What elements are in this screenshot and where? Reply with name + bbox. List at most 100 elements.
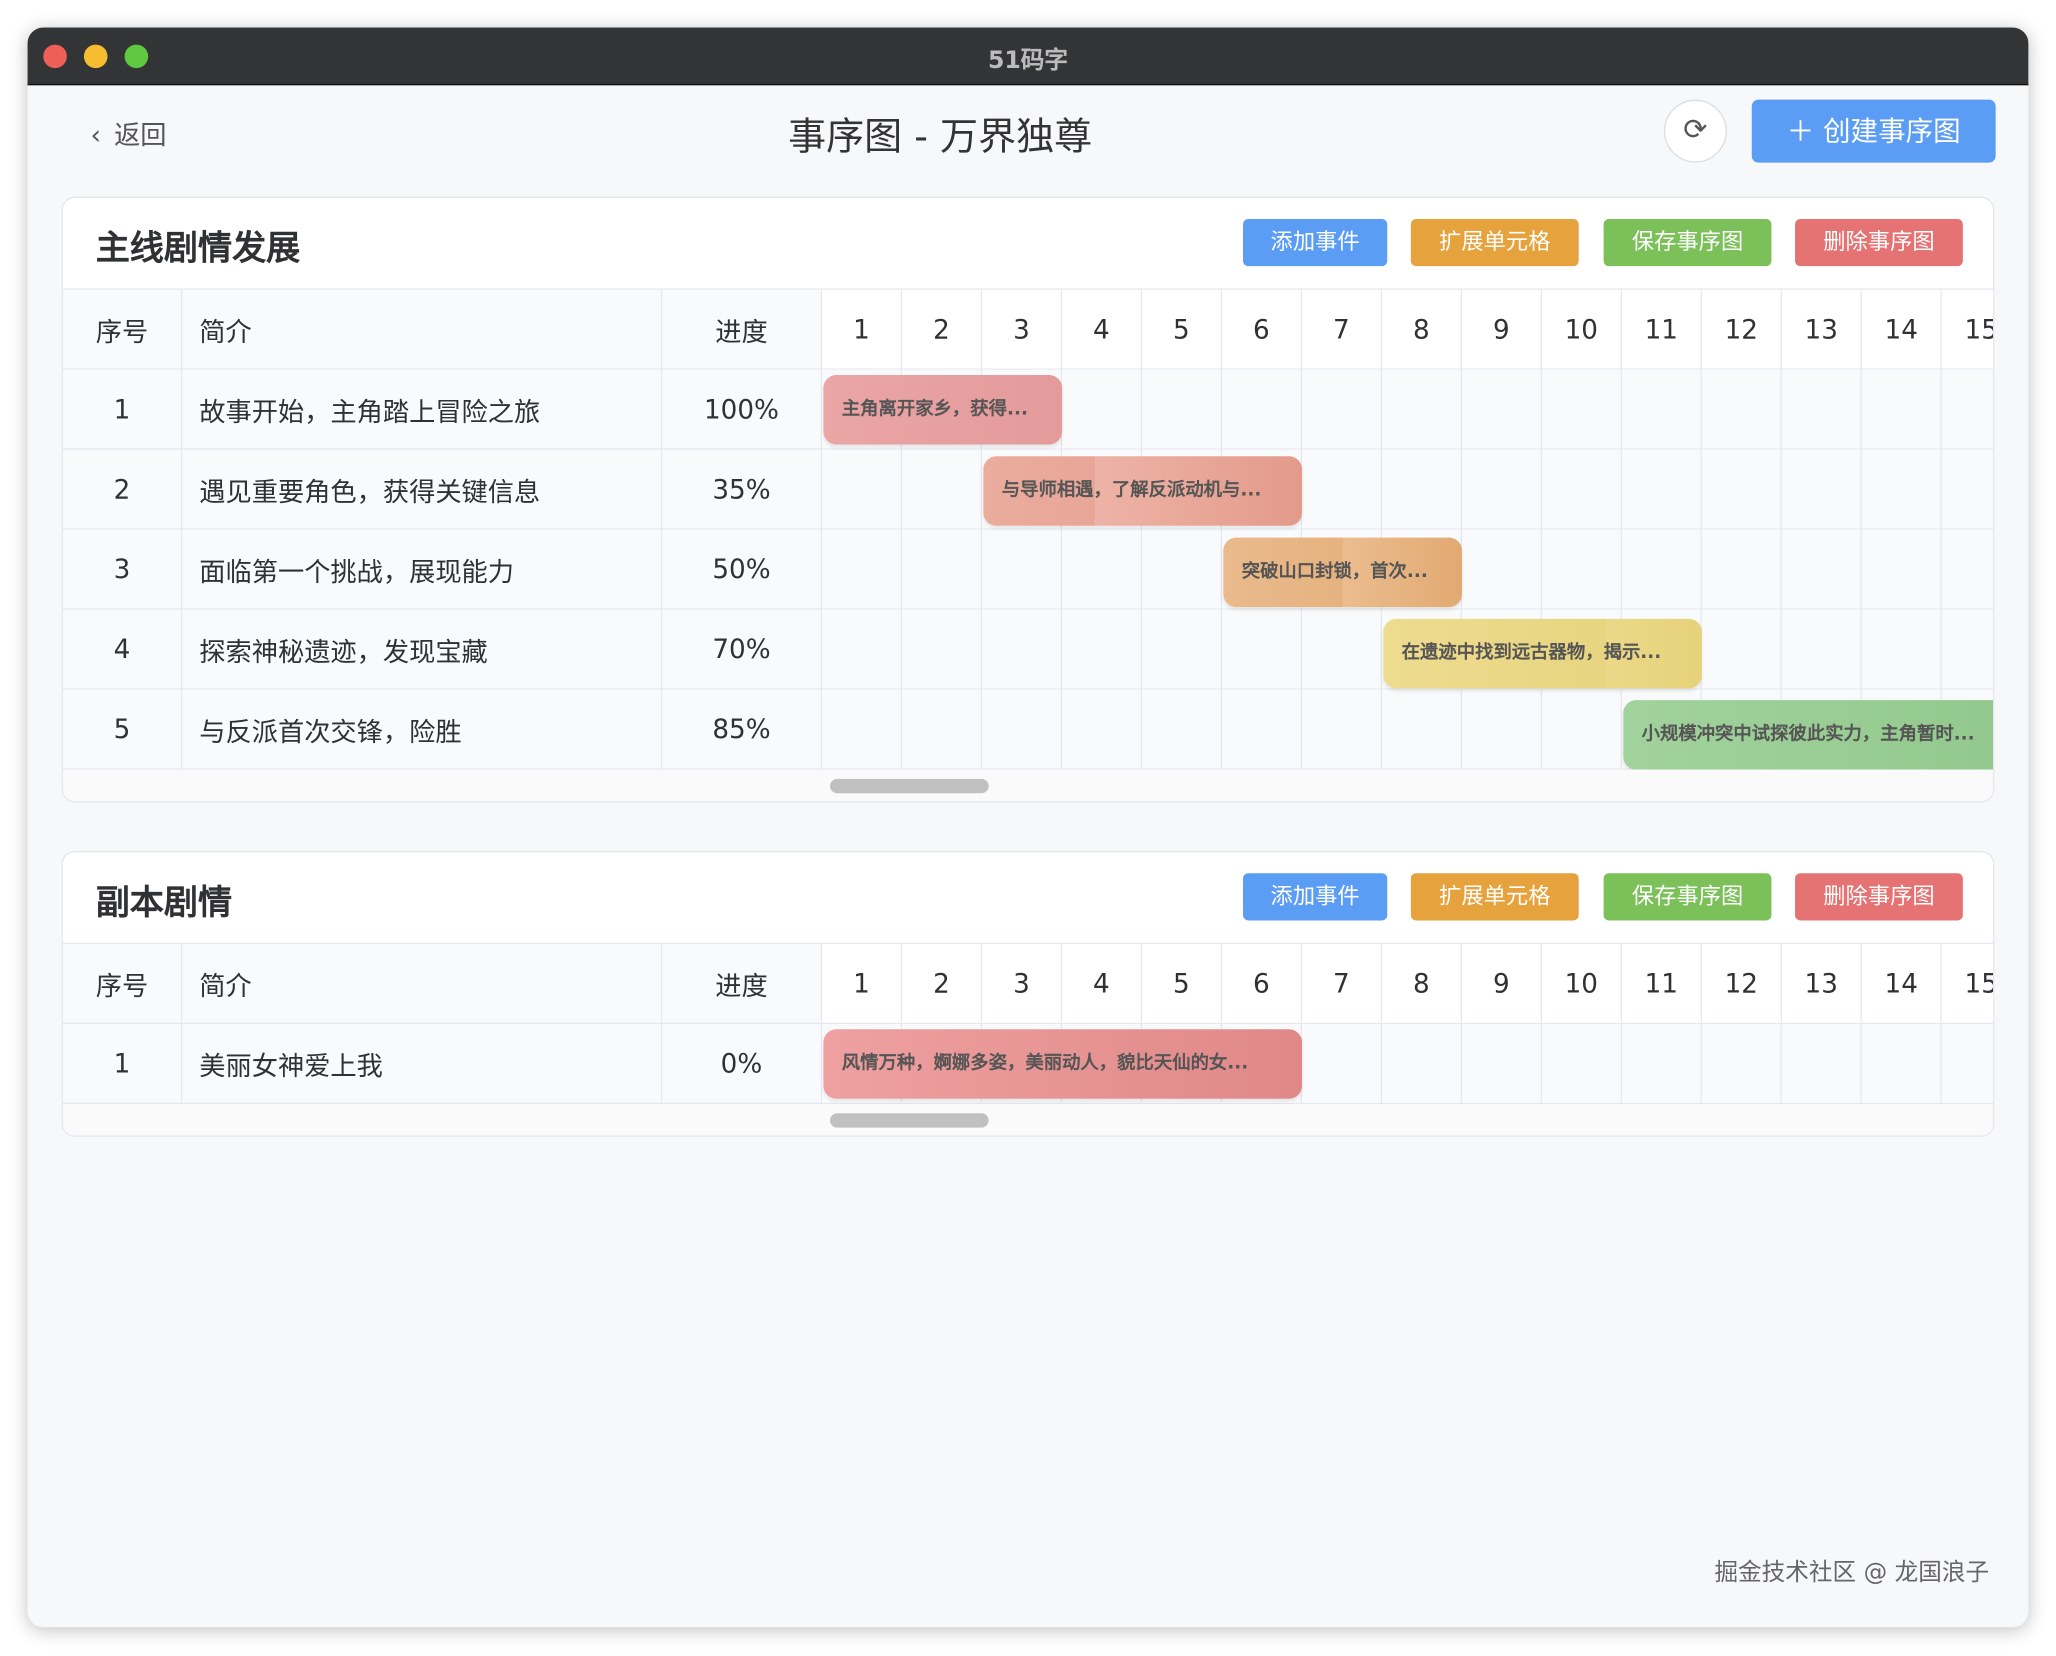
timeline-cell[interactable] <box>1142 369 1223 449</box>
timeline-cell[interactable] <box>822 529 903 609</box>
timeline-cell[interactable] <box>1461 369 1542 449</box>
timeline-cell[interactable] <box>822 609 903 689</box>
timeline-cell[interactable] <box>982 609 1063 689</box>
timeline-cell[interactable] <box>1302 1024 1383 1103</box>
timeline-cell[interactable] <box>1541 369 1622 449</box>
timeline-cell[interactable] <box>1382 1024 1462 1103</box>
timeline-header-cell: 15 <box>1941 944 1994 1023</box>
timeline-cell[interactable] <box>1062 369 1143 449</box>
delete-sequence-button[interactable]: 删除事序图 <box>1795 218 1963 267</box>
timeline-cell[interactable] <box>902 609 983 689</box>
timeline-cell[interactable] <box>1062 529 1143 609</box>
expand-cells-button[interactable]: 扩展单元格 <box>1410 218 1579 267</box>
timeline-cell[interactable] <box>1461 449 1542 529</box>
timeline-cell[interactable] <box>1621 449 1702 529</box>
timeline-cell[interactable] <box>1861 369 1942 449</box>
timeline-cell[interactable] <box>982 689 1063 769</box>
timeline-cell[interactable] <box>1621 369 1702 449</box>
timeline-cell[interactable] <box>1941 1024 1994 1103</box>
back-button[interactable]: ‹ 返回 <box>90 114 179 152</box>
timeline-cell[interactable] <box>1701 449 1782 529</box>
timeline-cell[interactable] <box>822 449 903 529</box>
timeline-cell[interactable] <box>1701 369 1782 449</box>
timeline-cell[interactable] <box>1142 529 1223 609</box>
timeline-cell[interactable] <box>1941 609 1994 689</box>
timeline-cell[interactable] <box>1302 449 1383 529</box>
event-progress-fill <box>983 456 1095 526</box>
timeline-cell[interactable] <box>1861 1024 1942 1103</box>
timeline-cell[interactable] <box>1382 689 1462 769</box>
timeline-cell[interactable] <box>1142 689 1223 769</box>
save-sequence-button[interactable]: 保存事序图 <box>1603 218 1772 267</box>
timeline-cell[interactable] <box>1461 1024 1542 1103</box>
timeline-cell[interactable] <box>1541 529 1622 609</box>
row-description[interactable]: 故事开始，主角踏上冒险之旅 <box>182 369 663 449</box>
add-event-button[interactable]: 添加事件 <box>1243 218 1388 267</box>
timeline-cell[interactable] <box>902 529 983 609</box>
timeline-cell[interactable] <box>1701 529 1782 609</box>
event-bar[interactable]: 在遗迹中找到远古器物，揭示... <box>1383 618 1702 689</box>
timeline-cell[interactable] <box>1941 529 1994 609</box>
timeline-cell[interactable] <box>822 689 903 769</box>
timeline-cell[interactable] <box>1781 369 1862 449</box>
timeline-cell[interactable] <box>1621 1024 1702 1103</box>
timeline-cell[interactable] <box>1062 609 1143 689</box>
scrollbar-thumb[interactable] <box>829 1113 989 1128</box>
timeline-cell[interactable] <box>1222 609 1303 689</box>
timeline-cell[interactable] <box>1222 369 1303 449</box>
timeline-cell[interactable] <box>1781 529 1862 609</box>
timeline-cell[interactable] <box>1302 689 1383 769</box>
timeline-cell[interactable] <box>1621 529 1702 609</box>
event-bar[interactable]: 小规模冲突中试探彼此实力，主角暂时... <box>1623 700 1994 770</box>
minimize-window-button[interactable] <box>83 44 108 69</box>
timeline-cell[interactable] <box>1302 609 1383 689</box>
event-bar[interactable]: 风情万种，婀娜多姿，美丽动人，貌比天仙的女... <box>823 1029 1303 1099</box>
maximize-window-button[interactable] <box>124 44 149 69</box>
timeline-cell[interactable] <box>1541 689 1622 769</box>
scrollbar-thumb[interactable] <box>829 778 989 794</box>
timeline-cell[interactable] <box>1861 449 1942 529</box>
timeline-cell[interactable] <box>1941 449 1994 529</box>
timeline-cell[interactable] <box>1701 609 1782 689</box>
timeline-header-cell: 3 <box>982 944 1063 1023</box>
row-description[interactable]: 探索神秘遗迹，发现宝藏 <box>182 609 663 689</box>
row-description[interactable]: 美丽女神爱上我 <box>182 1024 663 1103</box>
timeline-cell[interactable] <box>1382 449 1462 529</box>
row-description[interactable]: 面临第一个挑战，展现能力 <box>182 529 663 609</box>
row-description[interactable]: 遇见重要角色，获得关键信息 <box>182 449 663 529</box>
chevron-left-icon: ‹ <box>90 119 101 151</box>
column-header-idx: 序号 <box>63 289 183 369</box>
timeline-cell[interactable] <box>1781 449 1862 529</box>
timeline-cell[interactable] <box>1302 369 1383 449</box>
timeline-cell[interactable] <box>1781 609 1862 689</box>
horizontal-scrollbar[interactable] <box>62 769 1994 802</box>
row-description[interactable]: 与反派首次交锋，险胜 <box>182 689 663 769</box>
create-sequence-button[interactable]: ＋ 创建事序图 <box>1751 99 1996 163</box>
save-sequence-button[interactable]: 保存事序图 <box>1603 873 1772 921</box>
timeline-cell[interactable] <box>902 689 983 769</box>
event-bar[interactable]: 突破山口封锁，首次... <box>1223 537 1462 608</box>
timeline-cell[interactable] <box>1461 689 1542 769</box>
delete-sequence-button[interactable]: 删除事序图 <box>1795 873 1963 921</box>
timeline-cell[interactable] <box>1461 529 1542 609</box>
event-bar[interactable]: 主角离开家乡，获得... <box>823 375 1063 445</box>
add-event-button[interactable]: 添加事件 <box>1243 873 1388 921</box>
timeline-cell[interactable] <box>1062 689 1143 769</box>
horizontal-scrollbar[interactable] <box>62 1104 1994 1136</box>
timeline-cell[interactable] <box>1142 609 1223 689</box>
timeline-cell[interactable] <box>1701 1024 1782 1103</box>
timeline-cell[interactable] <box>902 449 983 529</box>
timeline-cell[interactable] <box>982 529 1063 609</box>
timeline-cell[interactable] <box>1861 529 1942 609</box>
timeline-cell[interactable] <box>1541 1024 1622 1103</box>
timeline-cell[interactable] <box>1541 449 1622 529</box>
timeline-cell[interactable] <box>1382 369 1462 449</box>
expand-cells-button[interactable]: 扩展单元格 <box>1410 873 1579 921</box>
close-window-button[interactable] <box>43 44 67 69</box>
timeline-cell[interactable] <box>1861 609 1942 689</box>
event-bar[interactable]: 与导师相遇，了解反派动机与... <box>983 456 1303 526</box>
refresh-button[interactable]: ⟳ <box>1663 99 1727 163</box>
timeline-cell[interactable] <box>1222 689 1303 769</box>
timeline-cell[interactable] <box>1941 369 1994 449</box>
timeline-cell[interactable] <box>1781 1024 1862 1103</box>
